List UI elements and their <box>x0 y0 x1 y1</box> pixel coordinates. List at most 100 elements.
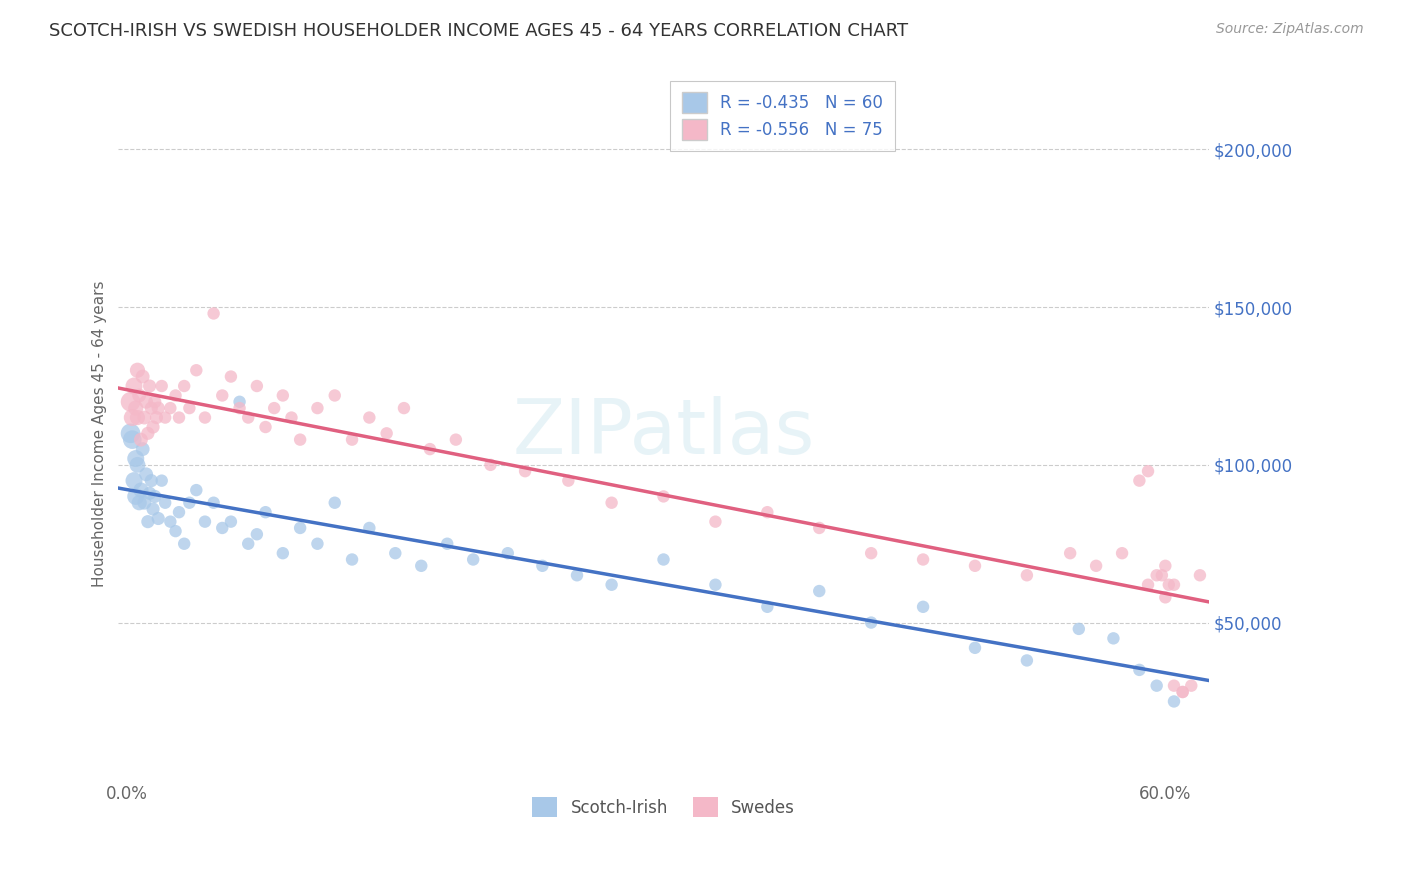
Point <box>307 401 329 416</box>
Point <box>145 410 167 425</box>
Point <box>238 537 260 551</box>
Point <box>186 363 208 377</box>
Point <box>808 584 831 599</box>
Point <box>153 496 176 510</box>
Point <box>219 515 242 529</box>
Point <box>127 363 149 377</box>
Point <box>179 496 201 510</box>
Point <box>228 394 250 409</box>
Point <box>1146 679 1168 693</box>
Point <box>860 546 883 560</box>
Point <box>129 433 152 447</box>
Point <box>128 388 150 402</box>
Point <box>246 527 269 541</box>
Point <box>120 426 142 441</box>
Point <box>1137 464 1160 478</box>
Point <box>1163 679 1185 693</box>
Point <box>384 546 406 560</box>
Point <box>271 546 294 560</box>
Point <box>1015 568 1038 582</box>
Point <box>600 496 623 510</box>
Point <box>254 420 277 434</box>
Point <box>323 496 346 510</box>
Point <box>531 558 554 573</box>
Point <box>129 483 152 497</box>
Point <box>565 568 588 582</box>
Point <box>165 388 187 402</box>
Point <box>652 552 675 566</box>
Point <box>1128 474 1150 488</box>
Point <box>652 490 675 504</box>
Point <box>513 464 536 478</box>
Point <box>131 369 153 384</box>
Point <box>238 410 260 425</box>
Point <box>150 474 173 488</box>
Point <box>1067 622 1090 636</box>
Point <box>141 401 163 416</box>
Point <box>148 511 170 525</box>
Point <box>1154 558 1177 573</box>
Point <box>134 496 156 510</box>
Point <box>1085 558 1108 573</box>
Point <box>138 486 160 500</box>
Point <box>122 474 145 488</box>
Point <box>148 401 170 416</box>
Point <box>131 442 153 456</box>
Point <box>194 410 217 425</box>
Point <box>219 369 242 384</box>
Point <box>1163 694 1185 708</box>
Point <box>167 505 190 519</box>
Point <box>359 521 381 535</box>
Point <box>228 401 250 416</box>
Point <box>121 433 143 447</box>
Point <box>963 640 986 655</box>
Text: Source: ZipAtlas.com: Source: ZipAtlas.com <box>1216 22 1364 37</box>
Point <box>340 433 363 447</box>
Point <box>153 410 176 425</box>
Point <box>254 505 277 519</box>
Point <box>1111 546 1133 560</box>
Point <box>142 502 165 516</box>
Text: SCOTCH-IRISH VS SWEDISH HOUSEHOLDER INCOME AGES 45 - 64 YEARS CORRELATION CHART: SCOTCH-IRISH VS SWEDISH HOUSEHOLDER INCO… <box>49 22 908 40</box>
Point <box>136 515 159 529</box>
Point <box>704 578 727 592</box>
Point <box>340 552 363 566</box>
Point <box>134 410 156 425</box>
Point <box>359 410 381 425</box>
Point <box>165 524 187 538</box>
Legend: Scotch-Irish, Swedes: Scotch-Irish, Swedes <box>526 790 801 824</box>
Point <box>496 546 519 560</box>
Point <box>128 496 150 510</box>
Point <box>1188 568 1211 582</box>
Point <box>143 490 166 504</box>
Point <box>1137 578 1160 592</box>
Point <box>138 379 160 393</box>
Point <box>280 410 302 425</box>
Point <box>135 467 157 482</box>
Point <box>288 521 311 535</box>
Point <box>436 537 458 551</box>
Point <box>1154 591 1177 605</box>
Point <box>375 426 398 441</box>
Point <box>1157 578 1180 592</box>
Point <box>307 537 329 551</box>
Point <box>1171 685 1194 699</box>
Y-axis label: Householder Income Ages 45 - 64 years: Householder Income Ages 45 - 64 years <box>93 280 107 587</box>
Point <box>756 599 779 614</box>
Point <box>136 426 159 441</box>
Point <box>912 552 935 566</box>
Point <box>271 388 294 402</box>
Point <box>173 379 195 393</box>
Point <box>808 521 831 535</box>
Point <box>211 388 233 402</box>
Point <box>263 401 285 416</box>
Point <box>1180 679 1202 693</box>
Point <box>1163 578 1185 592</box>
Point <box>246 379 269 393</box>
Point <box>912 599 935 614</box>
Point <box>479 458 502 472</box>
Point <box>1150 568 1173 582</box>
Point <box>444 433 467 447</box>
Point <box>127 410 149 425</box>
Point <box>1059 546 1081 560</box>
